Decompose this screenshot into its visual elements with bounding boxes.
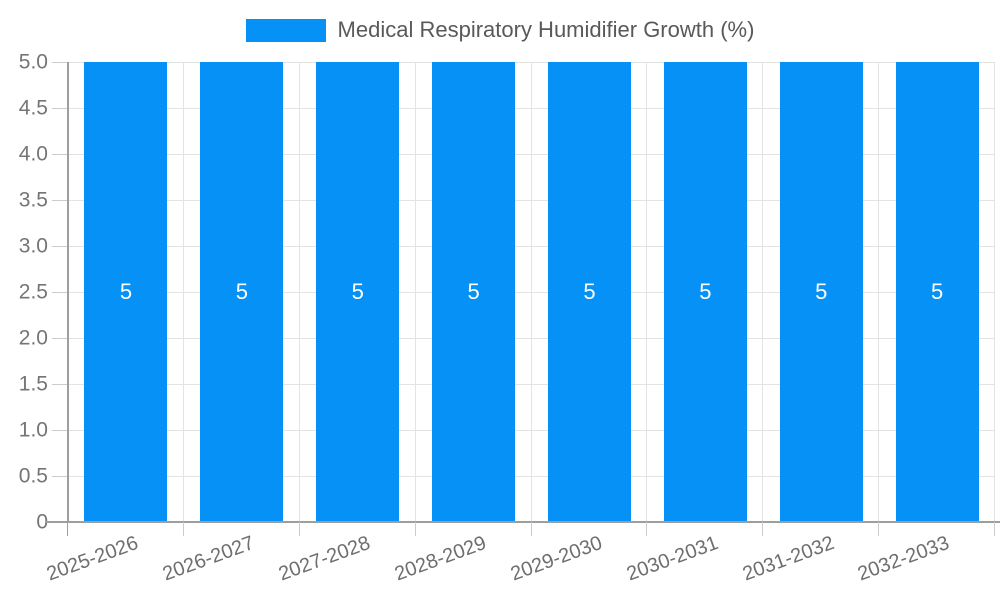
legend-swatch xyxy=(245,18,326,42)
bar-2031-2032[interactable]: 5 xyxy=(779,62,863,522)
gridline-horizontal xyxy=(68,338,995,339)
x-tick-mark xyxy=(646,522,648,536)
x-tick-label: 2026-2027 xyxy=(159,532,258,586)
y-tick-label: 5.0 xyxy=(18,50,48,74)
x-tick-mark xyxy=(762,522,764,536)
x-tick-label: 2032-2033 xyxy=(855,532,953,586)
gridline-horizontal xyxy=(68,476,995,477)
y-tick-label: 0 xyxy=(36,510,48,534)
gridline-vertical xyxy=(414,62,416,522)
gridline-vertical xyxy=(530,62,532,522)
x-tick-label: 2030-2031 xyxy=(623,532,721,586)
bar-value-label: 5 xyxy=(467,279,480,304)
bar-2030-2031[interactable]: 5 xyxy=(663,62,747,522)
gridline-horizontal xyxy=(68,108,995,109)
x-tick-mark xyxy=(878,522,880,536)
x-tick-label: 2028-2029 xyxy=(391,532,490,586)
gridline-horizontal xyxy=(68,292,995,293)
gridline-horizontal xyxy=(68,384,995,385)
y-tick-mark xyxy=(52,154,68,155)
bar-2026-2027[interactable]: 5 xyxy=(200,62,284,522)
x-tick-mark xyxy=(530,522,532,536)
gridline-vertical xyxy=(994,62,995,522)
x-tick-mark xyxy=(994,522,995,536)
y-tick-mark xyxy=(52,430,68,431)
y-tick-label: 3.5 xyxy=(18,188,48,212)
y-tick-mark xyxy=(52,384,68,385)
bar-2025-2026[interactable]: 5 xyxy=(84,62,168,522)
gridline-horizontal xyxy=(68,200,995,201)
gridline-vertical xyxy=(762,62,764,522)
x-tick-mark xyxy=(414,522,416,536)
x-tick-mark xyxy=(67,522,68,536)
y-tick-label: 4.0 xyxy=(18,142,48,166)
gridline-horizontal xyxy=(68,154,995,155)
x-tick-label: 2025-2026 xyxy=(44,532,142,586)
y-tick-label: 3.0 xyxy=(18,234,48,258)
y-tick-mark xyxy=(52,246,68,247)
chart-legend: Medical Respiratory Humidifier Growth (%… xyxy=(0,17,1000,43)
y-tick-mark xyxy=(52,108,68,109)
bar-value-label: 5 xyxy=(699,279,712,304)
bar-2029-2030[interactable]: 5 xyxy=(547,62,631,522)
bar-value-label: 5 xyxy=(351,279,364,304)
y-tick-mark xyxy=(52,338,68,339)
y-tick-mark xyxy=(52,62,68,63)
gridline-vertical xyxy=(646,62,648,522)
gridline-horizontal xyxy=(68,430,995,431)
y-tick-label: 1.0 xyxy=(18,418,48,442)
bar-value-label: 5 xyxy=(815,279,828,304)
gridline-horizontal xyxy=(68,246,995,247)
x-tick-label: 2029-2030 xyxy=(507,532,605,586)
bar-2032-2033[interactable]: 5 xyxy=(895,62,979,522)
gridline-horizontal xyxy=(68,62,995,63)
x-tick-label: 2031-2032 xyxy=(739,532,837,586)
y-tick-label: 0.5 xyxy=(18,464,48,488)
x-axis-line xyxy=(45,521,1000,523)
legend-item[interactable]: Medical Respiratory Humidifier Growth (%… xyxy=(245,17,755,43)
plot-area: 5 5 5 5 5 5 5 5 xyxy=(68,62,995,522)
legend-label: Medical Respiratory Humidifier Growth (%… xyxy=(337,17,755,42)
gridline-vertical xyxy=(298,62,300,522)
bar-value-label: 5 xyxy=(930,279,944,304)
bar-value-label: 5 xyxy=(235,279,248,304)
y-tick-mark xyxy=(52,292,68,293)
gridline-vertical xyxy=(182,62,184,522)
y-tick-mark xyxy=(52,476,68,477)
y-axis-line xyxy=(67,62,69,522)
x-tick-mark xyxy=(298,522,300,536)
y-tick-mark xyxy=(52,200,68,201)
bar-2028-2029[interactable]: 5 xyxy=(432,62,516,522)
x-tick-mark xyxy=(182,522,184,536)
y-tick-label: 4.5 xyxy=(18,96,48,120)
y-tick-label: 2.0 xyxy=(18,326,48,350)
y-tick-label: 2.5 xyxy=(18,280,48,304)
bar-2027-2028[interactable]: 5 xyxy=(316,62,400,522)
bar-value-label: 5 xyxy=(119,279,133,304)
gridline-vertical xyxy=(878,62,880,522)
bar-value-label: 5 xyxy=(583,279,596,304)
x-tick-label: 2027-2028 xyxy=(275,532,374,586)
y-tick-label: 1.5 xyxy=(18,372,48,396)
